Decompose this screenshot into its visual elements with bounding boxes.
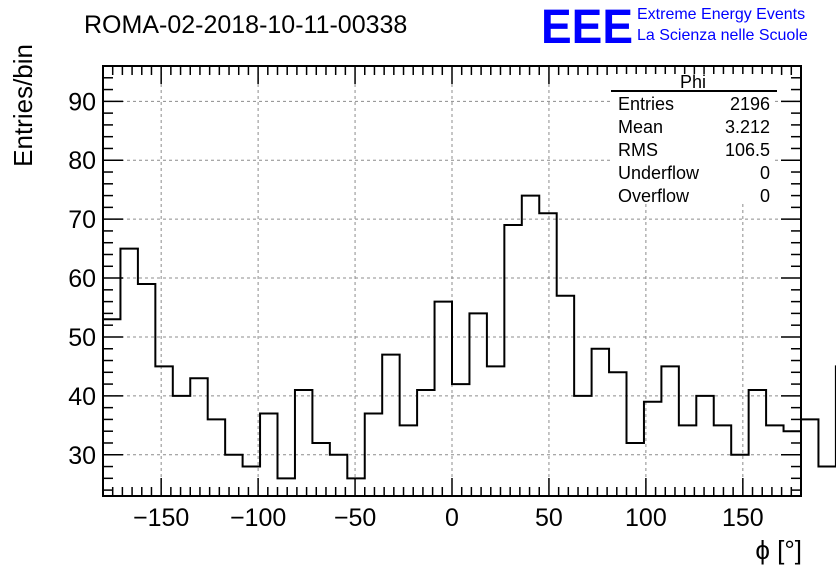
histogram-bin [661,366,678,496]
x-tick-label: −100 [230,504,286,532]
histogram-bin [452,384,469,496]
x-axis-label: ϕ [°] [755,535,802,565]
y-tick-label: 40 [68,383,96,411]
y-tick-label: 70 [68,206,96,234]
histogram-bin [679,425,696,496]
histogram-bin [539,213,556,496]
y-tick-label: 90 [68,88,96,116]
stats-label-overflow: Overflow [618,186,690,206]
histogram-bin [609,372,626,496]
histogram-bin [627,443,644,496]
y-tick-label: 80 [68,147,96,175]
stats-value-underflow: 0 [760,163,770,183]
x-tick-label: 100 [625,504,667,532]
stats-value-entries: 2196 [730,94,770,114]
histogram-bin [120,249,137,496]
stats-box: Phi Entries 2196 Mean 3.212 RMS 106.5 Un… [611,72,777,206]
histogram-bin [382,355,399,496]
x-tick-label: −150 [133,504,189,532]
histogram-bin [347,478,364,496]
x-tick-label: 150 [722,504,764,532]
stats-label-underflow: Underflow [618,163,700,183]
histogram-bin [278,478,295,496]
histogram-bin [592,349,609,496]
histogram-bin [522,196,539,496]
x-tick-label: 50 [535,504,563,532]
histogram-bin [469,313,486,496]
y-axis-label: Entries/bin [8,44,38,167]
histogram-step-line [103,194,836,480]
histogram-bin [714,425,731,496]
y-tick-label: 50 [68,324,96,352]
chart-title: ROMA-02-2018-10-11-00338 [84,11,407,39]
histogram-bin [749,390,766,496]
histogram-bin [801,419,818,496]
histogram-bin [504,225,521,496]
y-tick-label: 30 [68,442,96,470]
stats-box-background [611,74,775,204]
histogram-bin [766,425,783,496]
histogram-bin [173,396,190,496]
stats-title: Phi [680,72,706,92]
logo-line-2: La Scienza nelle Scuole [637,27,808,44]
stats-label-rms: RMS [618,140,658,160]
stats-label-mean: Mean [618,117,663,137]
x-tick-label: 0 [445,504,459,532]
histogram-bin [138,284,155,496]
y-tick-label: 60 [68,265,96,293]
histogram-bin [487,366,504,496]
histogram-bin [295,390,312,496]
histogram-bin [574,396,591,496]
histogram-bin [818,467,835,496]
stats-label-entries: Entries [618,94,674,114]
histogram-bin [696,396,713,496]
x-tick-labels: −150 −100 −50 0 50 100 150 [133,504,764,532]
histogram-bin [435,302,452,496]
histogram-bin [312,443,329,496]
logo-eee: EEE [541,1,633,54]
axis-ticks [103,65,801,496]
stats-value-overflow: 0 [760,186,770,206]
histogram-bin [208,419,225,496]
logo-line-1: Extreme Energy Events [637,6,805,23]
histogram-bin [155,366,172,496]
histogram-bin [400,425,417,496]
y-tick-labels: 30 40 50 60 70 80 90 [68,88,96,469]
histogram-bin [225,455,242,496]
x-tick-label: −50 [334,504,376,532]
histogram-bin [260,414,277,496]
histogram-bin [784,431,801,496]
stats-value-mean: 3.212 [725,117,770,137]
histogram-bin [417,390,434,496]
stats-value-rms: 106.5 [725,140,770,160]
